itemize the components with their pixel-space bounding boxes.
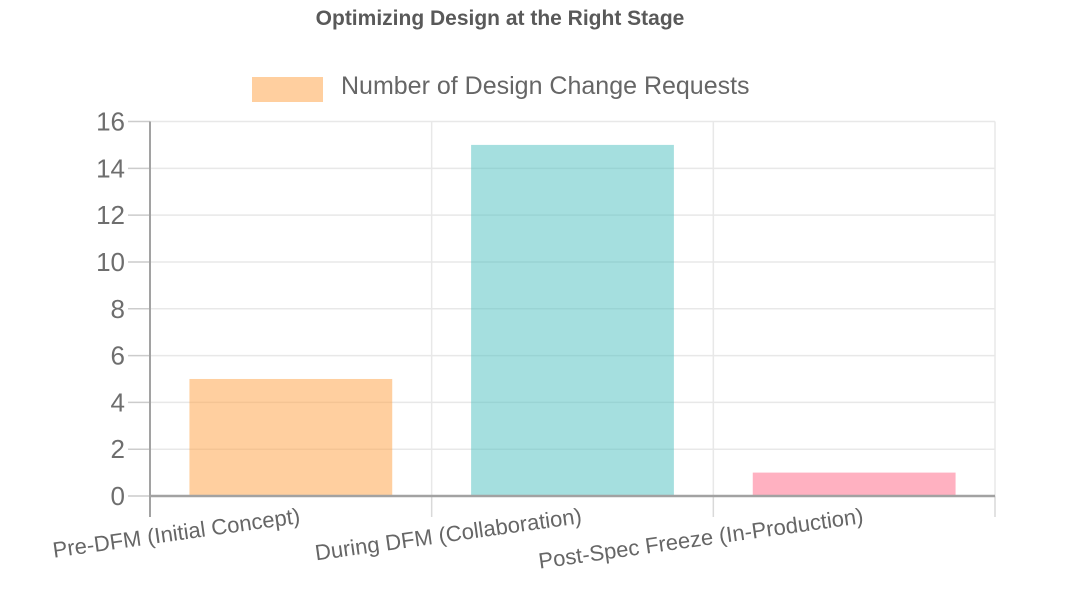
legend-swatch-icon (252, 77, 323, 102)
y-tick-label: 16 (96, 107, 125, 137)
x-tick-label: Pre-DFM (Initial Concept) (51, 503, 301, 562)
y-tick-label: 2 (111, 434, 125, 464)
y-tick-label: 14 (96, 153, 125, 183)
legend-item[interactable]: Number of Design Change Requests (252, 72, 750, 102)
y-tick-label: 10 (96, 247, 125, 277)
y-tick-label: 8 (111, 294, 125, 324)
y-tick-label: 12 (96, 200, 125, 230)
y-tick-label: 4 (111, 387, 125, 417)
bar-2[interactable] (752, 472, 956, 496)
bar-0[interactable] (189, 378, 393, 496)
chart-title: Optimizing Design at the Right Stage (315, 7, 685, 30)
y-tick-label: 0 (111, 481, 125, 511)
y-tick-label: 6 (111, 341, 125, 371)
legend-label: Number of Design Change Requests (341, 72, 750, 100)
x-tick-label: Post-Spec Freeze (In-Production) (537, 503, 865, 573)
bar-1[interactable] (471, 144, 674, 496)
